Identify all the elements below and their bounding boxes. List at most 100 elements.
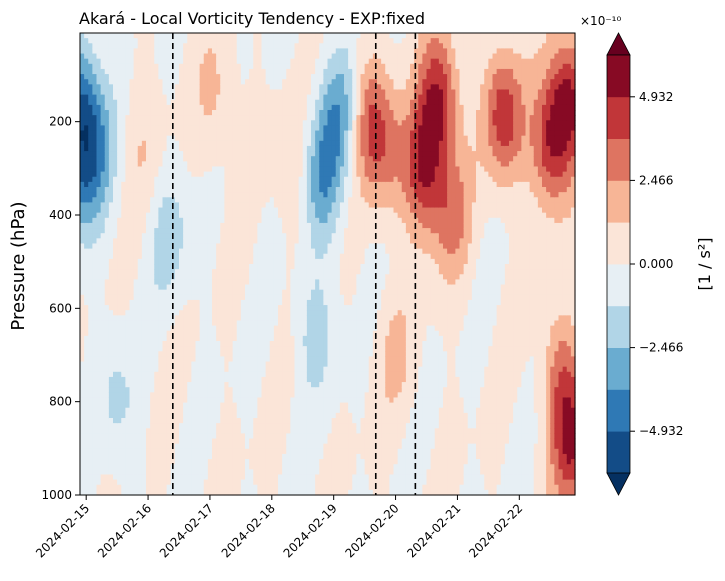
contour-cell <box>273 99 279 106</box>
contour-cell <box>290 382 296 388</box>
contour-cell <box>113 212 118 219</box>
contour-cell <box>158 43 164 49</box>
contour-cell <box>261 120 267 126</box>
contour-cell <box>228 299 234 306</box>
contour-cell <box>88 115 93 121</box>
contour-cell <box>207 63 213 70</box>
contour-cell <box>174 207 180 214</box>
contour-cell <box>224 402 230 409</box>
contour-cell <box>195 74 201 80</box>
contour-cell <box>183 68 188 75</box>
contour-cell <box>146 346 151 352</box>
contour-cell <box>158 140 164 147</box>
contour-cell <box>216 315 221 322</box>
contour-cell <box>298 315 304 322</box>
contour-cell <box>207 233 213 239</box>
contour-cell <box>191 264 197 270</box>
contour-cell <box>113 418 118 424</box>
contour-cell <box>245 305 250 311</box>
contour-cell <box>290 94 296 101</box>
contour-cell <box>104 161 110 168</box>
contour-cell <box>207 330 213 337</box>
contour-cell <box>100 479 106 486</box>
contour-cell <box>249 443 254 450</box>
contour-cell <box>117 489 122 496</box>
contour-cell <box>195 310 201 316</box>
contour-cell <box>228 284 234 291</box>
contour-cell <box>113 202 118 209</box>
contour-cell <box>216 459 221 465</box>
contour-cell <box>129 423 135 429</box>
contour-cell <box>137 212 143 219</box>
contour-cell <box>212 140 217 147</box>
contour-cell <box>240 238 246 245</box>
contour-cell <box>121 63 126 70</box>
contour-cell <box>137 464 143 470</box>
contour-cell <box>121 38 126 44</box>
contour-cell <box>104 279 110 286</box>
contour-cell <box>199 376 205 383</box>
contour-cell <box>240 371 246 378</box>
contour-cell <box>92 197 98 203</box>
contour-cell <box>282 361 287 368</box>
contour-cell <box>220 130 225 137</box>
contour-cell <box>146 284 151 291</box>
contour-cell <box>269 217 275 224</box>
contour-cell <box>191 469 197 476</box>
contour-cell <box>84 53 89 60</box>
contour-cell <box>261 464 267 470</box>
contour-cell <box>236 284 242 291</box>
contour-cell <box>249 397 254 404</box>
contour-cell <box>257 443 263 450</box>
contour-cell <box>286 469 291 476</box>
contour-cell <box>100 48 106 55</box>
contour-cell <box>183 418 188 424</box>
contour-cell <box>158 33 164 39</box>
contour-cell <box>240 443 246 450</box>
contour-cell <box>203 315 209 322</box>
contour-cell <box>117 130 122 137</box>
contour-cell <box>187 279 192 286</box>
contour-cell <box>187 181 192 188</box>
contour-cell <box>249 228 254 234</box>
contour-cell <box>294 253 300 260</box>
contour-cell <box>166 392 172 399</box>
contour-cell <box>191 166 197 173</box>
contour-cell <box>113 110 118 116</box>
contour-cell <box>92 489 98 496</box>
contour-cell <box>100 489 106 496</box>
contour-cell <box>125 474 131 481</box>
contour-cell <box>273 166 279 173</box>
contour-cell <box>92 181 98 188</box>
contour-cell <box>96 243 102 250</box>
contour-cell <box>117 361 122 368</box>
contour-cell <box>125 217 131 224</box>
contour-cell <box>146 99 151 106</box>
contour-cell <box>166 115 172 121</box>
contour-cell <box>298 156 304 162</box>
contour-cell <box>158 171 164 178</box>
contour-cell <box>286 371 291 378</box>
contour-cell <box>294 212 300 219</box>
contour-cell <box>298 325 304 332</box>
contour-cell <box>129 335 135 342</box>
contour-cell <box>290 325 296 332</box>
contour-cell <box>195 484 201 491</box>
contour-cell <box>141 99 147 106</box>
contour-cell <box>240 171 246 178</box>
contour-cell <box>203 238 209 245</box>
contour-cell <box>162 79 168 85</box>
contour-cell <box>162 423 168 429</box>
contour-cell <box>240 448 246 455</box>
contour-cell <box>306 181 312 188</box>
contour-cell <box>195 464 201 470</box>
contour-cell <box>187 151 192 157</box>
contour-cell <box>290 376 296 383</box>
contour-cell <box>166 125 172 132</box>
contour-cell <box>207 135 213 142</box>
contour-cell <box>80 38 85 44</box>
contour-cell <box>265 479 271 486</box>
contour-cell <box>104 238 110 245</box>
contour-cell <box>80 366 85 373</box>
contour-cell <box>113 130 118 137</box>
